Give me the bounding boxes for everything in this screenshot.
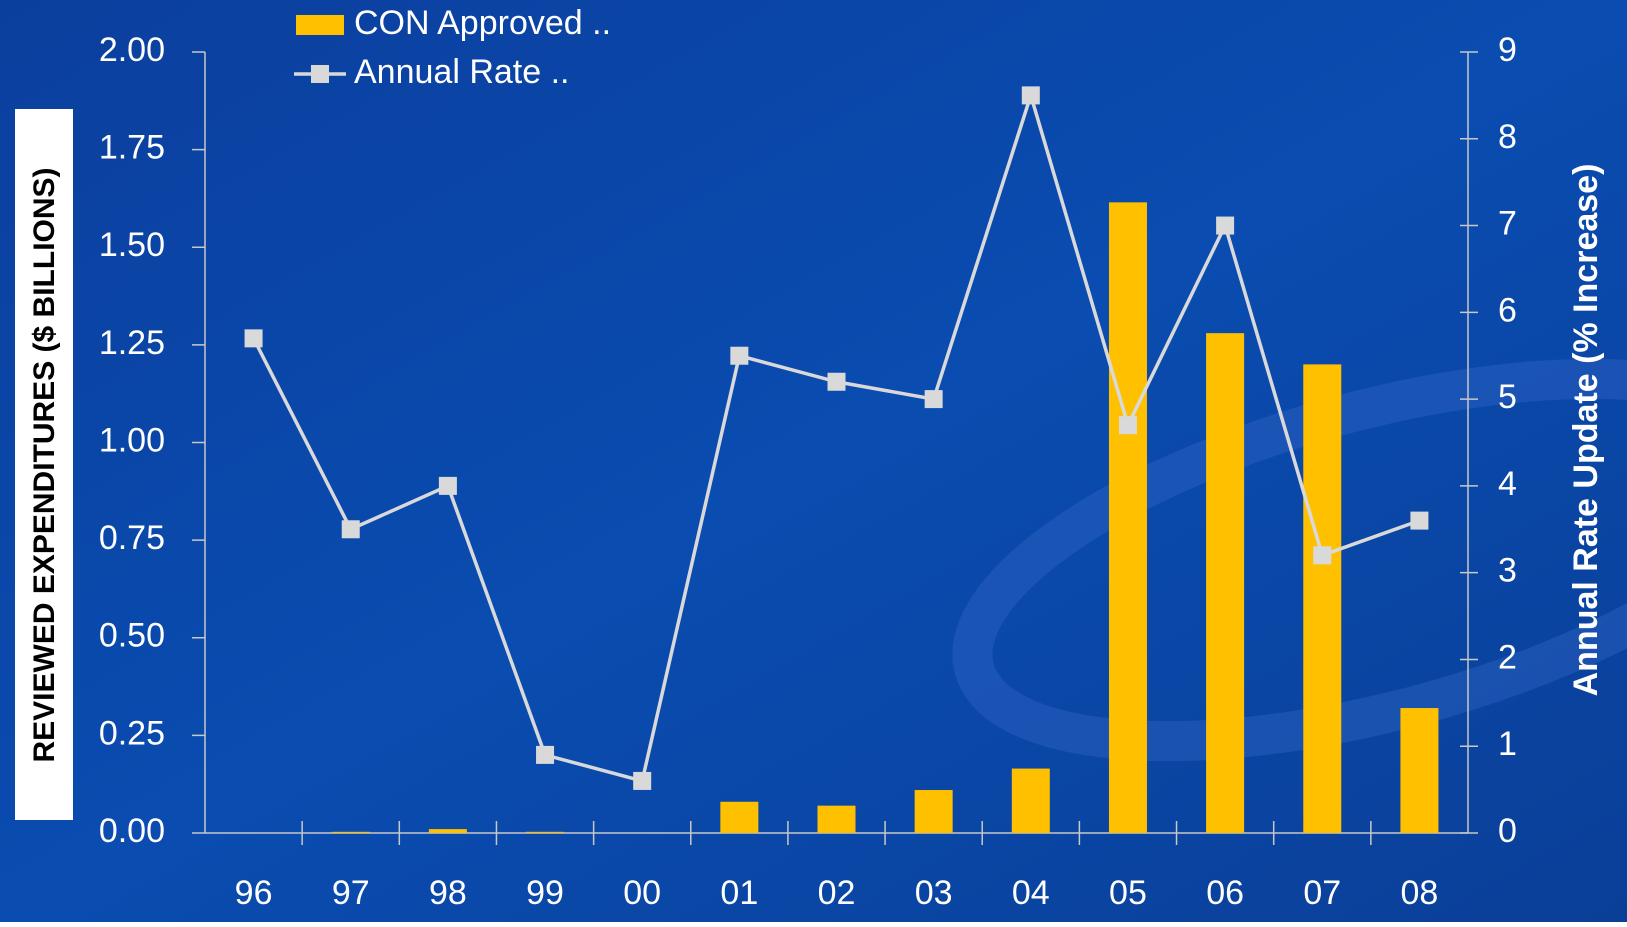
bar xyxy=(818,806,856,833)
chart: REVIEWED EXPENDITURES ($ BILLIONS) Annua… xyxy=(0,0,1627,922)
y2-tick-label: 3 xyxy=(1498,552,1517,590)
legend-label: Annual Rate .. xyxy=(354,53,569,91)
marker xyxy=(439,477,457,495)
background xyxy=(0,0,1627,922)
y-tick-label: 0.25 xyxy=(99,714,165,752)
marker xyxy=(633,772,651,790)
bar xyxy=(720,802,758,833)
x-tick-label: 96 xyxy=(235,874,273,912)
x-tick-label: 06 xyxy=(1206,874,1244,912)
marker xyxy=(536,746,554,764)
marker xyxy=(1022,86,1040,104)
marker xyxy=(1216,217,1234,235)
y2-tick-label: 8 xyxy=(1498,118,1517,156)
y2-tick-label: 1 xyxy=(1498,725,1517,763)
x-tick-label: 04 xyxy=(1012,874,1050,912)
bar xyxy=(1400,708,1438,833)
marker xyxy=(1313,546,1331,564)
marker xyxy=(245,329,263,347)
y-tick-label: 2.00 xyxy=(99,31,165,69)
y2-tick-label: 6 xyxy=(1498,291,1517,329)
y2-tick-label: 0 xyxy=(1498,812,1517,850)
x-tick-label: 03 xyxy=(915,874,953,912)
x-tick-label: 05 xyxy=(1109,874,1147,912)
y-tick-label: 1.00 xyxy=(99,421,165,459)
bar xyxy=(915,790,953,833)
y2-axis-label: Annual Rate Update (% Increase) xyxy=(1567,164,1605,697)
x-tick-label: 08 xyxy=(1401,874,1439,912)
bar xyxy=(1012,769,1050,833)
y2-tick-label: 4 xyxy=(1498,465,1517,503)
x-tick-label: 98 xyxy=(429,874,467,912)
y2-tick-label: 7 xyxy=(1498,205,1517,243)
bar xyxy=(526,832,564,833)
x-tick-label: 00 xyxy=(623,874,661,912)
marker xyxy=(925,390,943,408)
bar xyxy=(1303,364,1341,833)
marker xyxy=(1410,512,1428,530)
y-tick-label: 1.25 xyxy=(99,324,165,362)
y-axis-label: REVIEWED EXPENDITURES ($ BILLIONS) xyxy=(28,167,61,762)
bar xyxy=(1109,202,1147,833)
marker xyxy=(342,520,360,538)
marker xyxy=(1119,416,1137,434)
legend-label: CON Approved .. xyxy=(354,4,611,42)
y2-tick-label: 2 xyxy=(1498,638,1517,676)
y2-tick-label: 5 xyxy=(1498,378,1517,416)
y-tick-label: 1.50 xyxy=(99,226,165,264)
legend-marker xyxy=(311,65,329,83)
x-tick-label: 01 xyxy=(720,874,758,912)
bar xyxy=(332,832,370,833)
y2-tick-label: 9 xyxy=(1498,31,1517,69)
y-tick-label: 0.75 xyxy=(99,519,165,557)
legend-swatch xyxy=(296,15,344,35)
x-tick-label: 02 xyxy=(818,874,856,912)
bar xyxy=(1206,333,1244,833)
x-tick-label: 99 xyxy=(526,874,564,912)
y-tick-label: 0.00 xyxy=(99,812,165,850)
y-tick-label: 1.75 xyxy=(99,129,165,167)
y-tick-label: 0.50 xyxy=(99,617,165,655)
marker xyxy=(828,373,846,391)
marker xyxy=(730,347,748,365)
x-tick-label: 97 xyxy=(332,874,370,912)
bar xyxy=(429,829,467,833)
page: REVIEWED EXPENDITURES ($ BILLIONS) Annua… xyxy=(0,0,1627,922)
x-tick-label: 07 xyxy=(1303,874,1341,912)
